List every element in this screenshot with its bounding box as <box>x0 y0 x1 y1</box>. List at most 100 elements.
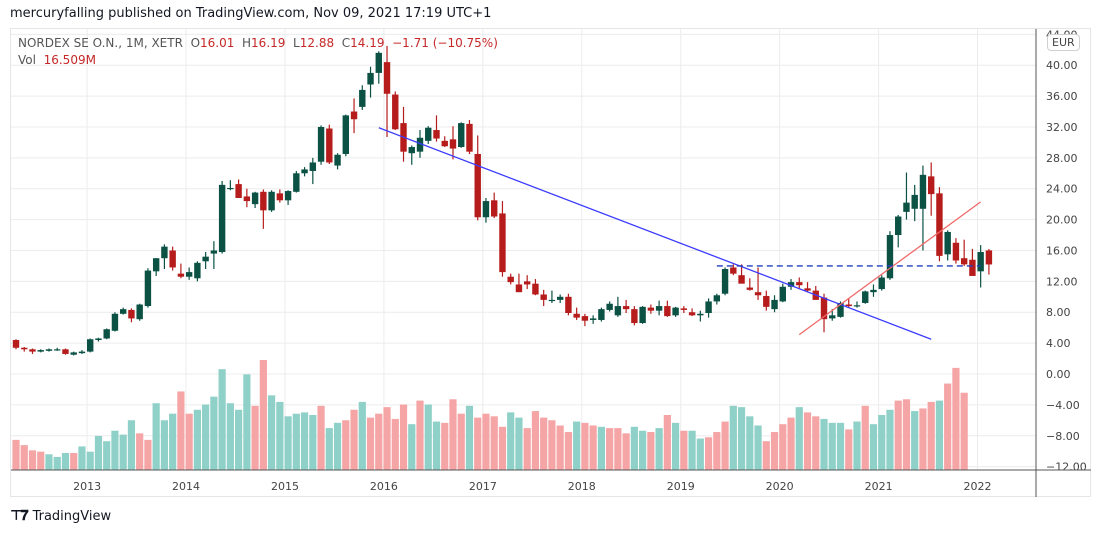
candle-body <box>515 284 523 293</box>
volume-bars <box>12 360 968 470</box>
candle-body <box>227 187 234 190</box>
candle-body <box>136 304 143 320</box>
price-tick-label: −4.00 <box>1046 399 1080 412</box>
candle <box>944 230 951 261</box>
candle <box>895 214 902 248</box>
downtrend-line[interactable] <box>378 127 932 340</box>
candle <box>556 294 564 303</box>
volume-bar <box>902 399 911 470</box>
volume-bar <box>20 445 28 470</box>
candle <box>185 267 193 280</box>
candle <box>853 301 861 308</box>
volume-bar <box>721 421 729 470</box>
candle-body <box>631 309 638 324</box>
tradingview-brand[interactable]: ⊤𝟕 TradingView <box>10 508 111 524</box>
candle <box>425 126 432 144</box>
candle-body <box>210 250 218 254</box>
candle <box>375 51 382 84</box>
candle <box>499 201 506 277</box>
grid <box>11 29 1036 470</box>
candle-body <box>622 306 630 310</box>
volume-bar <box>952 367 960 470</box>
candle-body <box>268 191 275 211</box>
volume-bar <box>119 434 127 470</box>
volume-bar <box>391 418 399 470</box>
symbol-label[interactable]: NORDEX SE O.N., 1M, XETR <box>18 36 183 50</box>
volume-bar <box>375 413 383 470</box>
candle-body <box>466 123 473 152</box>
high-label: H <box>242 36 252 50</box>
volume-bar <box>713 432 721 470</box>
candle <box>919 165 927 251</box>
volume-bar <box>680 430 688 470</box>
candle <box>235 179 242 198</box>
volume-label: Vol <box>18 53 36 67</box>
time-tick-label: 2021 <box>865 480 893 493</box>
candle <box>903 172 910 220</box>
candle <box>713 293 721 305</box>
candle <box>441 136 448 148</box>
candle-body <box>243 196 251 202</box>
candle <box>639 306 646 324</box>
candle-body <box>837 302 844 317</box>
candle <box>29 348 36 354</box>
chart-frame <box>10 28 1091 497</box>
candle <box>886 231 894 280</box>
price-tick-label: 4.00 <box>1046 337 1071 350</box>
candle-body <box>144 270 152 307</box>
candle-body <box>705 301 712 314</box>
candle-body <box>829 315 836 319</box>
volume-bar <box>515 417 523 470</box>
candle <box>672 306 679 317</box>
candle <box>119 307 127 315</box>
candle-body <box>779 286 786 302</box>
volume-bar <box>861 405 869 470</box>
time-tick-label: 2019 <box>667 480 695 493</box>
volume-bar <box>169 413 177 470</box>
candle-body <box>680 308 688 310</box>
candle <box>95 337 102 342</box>
volume-bar <box>498 426 507 470</box>
candle <box>598 307 605 322</box>
candle <box>276 189 284 203</box>
volume-bar <box>853 421 861 470</box>
candle-body <box>944 231 951 255</box>
candle-body <box>870 289 877 293</box>
candle-body <box>95 338 102 341</box>
candle <box>936 187 943 262</box>
volume-bar <box>581 422 589 470</box>
candle <box>169 246 176 271</box>
volume-value: 16.509M <box>43 53 96 67</box>
volume-bar <box>12 439 20 470</box>
candle <box>960 239 968 266</box>
price-tick-label: 20.00 <box>1046 214 1078 227</box>
currency-badge[interactable]: EUR <box>1047 34 1080 51</box>
candle-body <box>606 303 613 310</box>
volume-bar <box>144 439 152 470</box>
candle-body <box>169 250 176 268</box>
candle-body <box>754 292 762 296</box>
candle-body <box>787 282 795 287</box>
candle <box>862 290 869 304</box>
volume-bar <box>787 417 795 470</box>
volume-bar <box>218 369 226 470</box>
candle <box>177 263 185 279</box>
candle <box>969 248 976 276</box>
volume-bar <box>383 407 391 470</box>
volume-bar <box>226 403 234 470</box>
volume-bar <box>548 420 556 470</box>
candle-body <box>903 202 910 212</box>
candle <box>491 192 498 219</box>
candle <box>523 275 531 290</box>
candle-body <box>936 193 943 256</box>
volume-bar <box>86 451 94 470</box>
candle-body <box>317 126 325 162</box>
uptrend-line[interactable] <box>798 201 982 336</box>
volume-bar <box>325 428 333 470</box>
candle-body <box>128 309 135 319</box>
volume-bar <box>696 438 704 470</box>
volume-bar <box>28 450 37 470</box>
price-tick-label: 32.00 <box>1046 121 1078 134</box>
volume-bar <box>61 452 70 470</box>
